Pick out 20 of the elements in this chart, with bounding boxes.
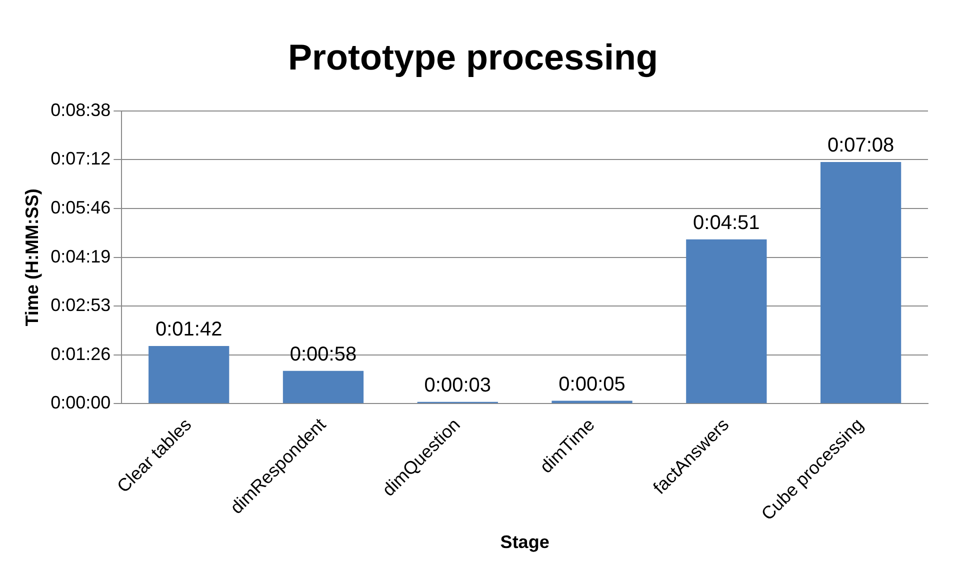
bar <box>686 239 767 404</box>
y-tick-label: 0:07:12 <box>50 148 111 169</box>
data-label: 0:00:58 <box>290 343 357 366</box>
y-tick-label: 0:08:38 <box>50 100 111 120</box>
data-label: 0:04:51 <box>693 212 760 234</box>
y-tick-label: 0:05:46 <box>50 197 111 218</box>
data-label: 0:00:05 <box>558 373 626 396</box>
data-label: 0:07:08 <box>827 134 894 157</box>
chart-title: Prototype processing <box>288 36 658 78</box>
x-axis-title: Stage <box>500 532 550 552</box>
data-label: 0:00:03 <box>424 374 491 396</box>
bar <box>282 370 364 404</box>
bar <box>820 162 902 404</box>
y-axis-title: Time (H:MM:SS) <box>22 188 42 326</box>
y-tick-label: 0:01:26 <box>50 344 111 364</box>
y-tick-label: 0:00:00 <box>50 392 111 413</box>
bar <box>148 346 230 404</box>
y-tick-label: 0:02:53 <box>50 294 111 315</box>
y-tick-label: 0:04:19 <box>50 246 111 266</box>
data-label: 0:01:42 <box>155 318 222 341</box>
